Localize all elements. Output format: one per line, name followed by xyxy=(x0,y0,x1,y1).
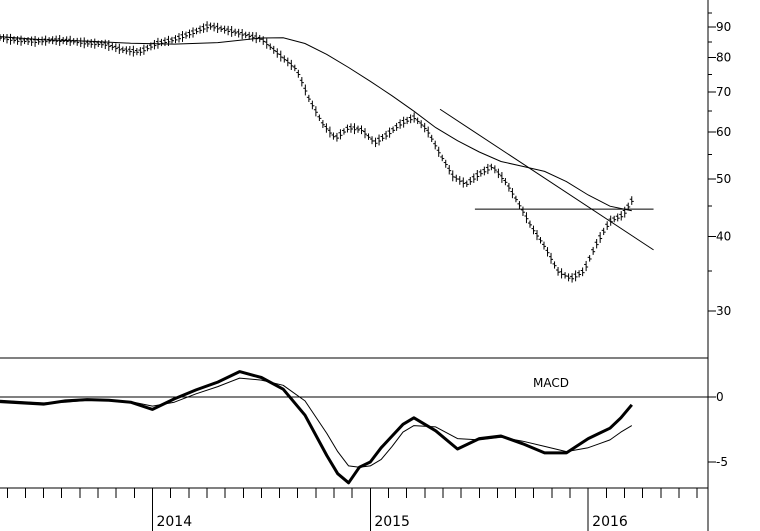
price-annotations xyxy=(439,108,654,251)
indicator-tick-label: -5 xyxy=(716,455,728,469)
year-label: 2016 xyxy=(592,514,628,530)
price-tick-label: 70 xyxy=(716,85,731,99)
price-tick-label: 90 xyxy=(716,20,731,34)
price-tick-label: 80 xyxy=(716,51,731,65)
price-series xyxy=(0,21,634,283)
indicator-panel: MACD xyxy=(0,370,708,489)
price-tick-label: 40 xyxy=(716,230,731,244)
year-label: 2015 xyxy=(374,514,410,530)
y-axis: 30 40 50 60 70 80 90 0 -5 xyxy=(707,0,731,531)
x-axis: 2014 2015 2016 xyxy=(6,488,698,531)
indicator-gridlines xyxy=(0,396,708,489)
price-tick-label: 30 xyxy=(716,304,731,318)
moving-average-line xyxy=(0,36,632,212)
signal-line xyxy=(0,377,633,468)
downtrend-line xyxy=(439,108,654,251)
price-tick-label: 50 xyxy=(716,172,731,186)
indicator-series xyxy=(0,370,633,485)
year-label: 2014 xyxy=(156,514,192,530)
price-tick-label: 60 xyxy=(716,125,731,139)
indicator-title: MACD xyxy=(533,376,569,390)
indicator-tick-label: 0 xyxy=(716,390,724,404)
price-panel xyxy=(0,21,708,359)
